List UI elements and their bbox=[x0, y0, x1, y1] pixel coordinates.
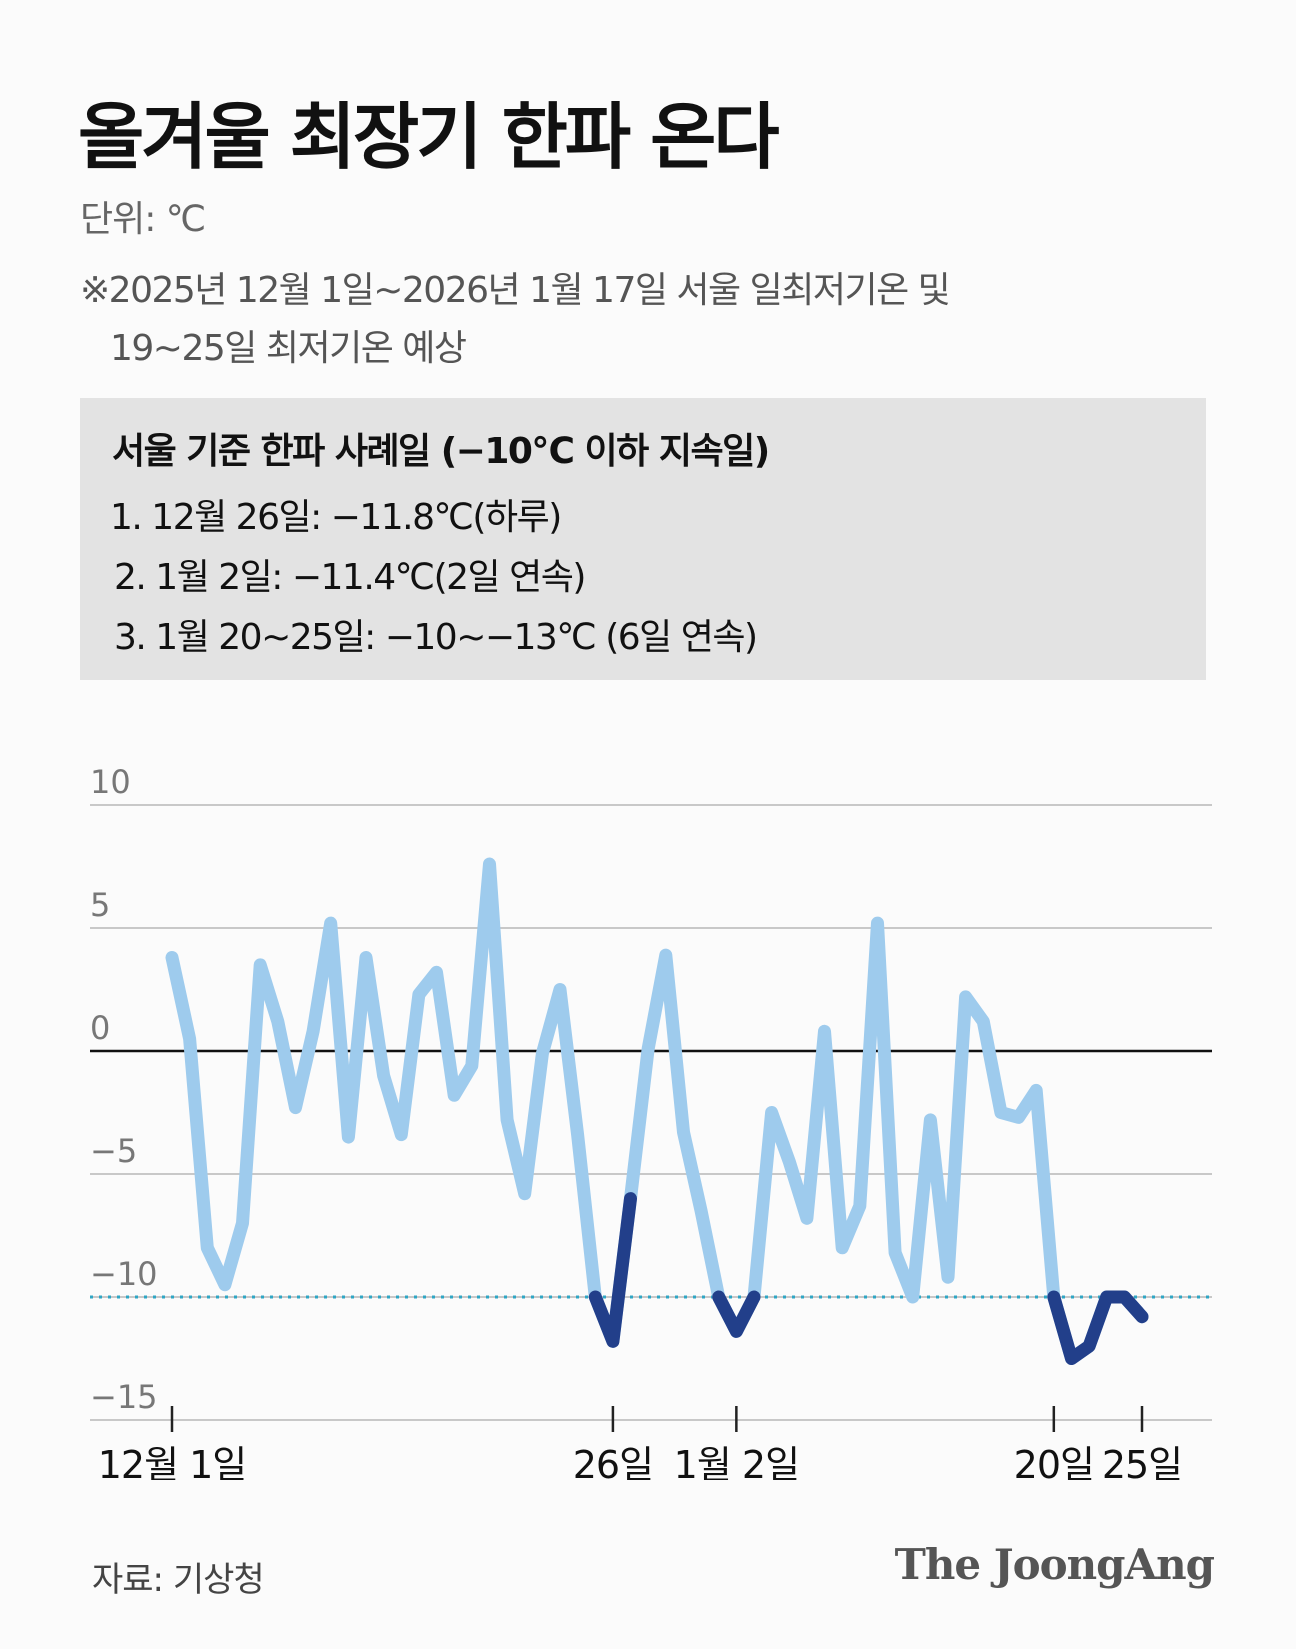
brand-logo: The JoongAng bbox=[894, 1540, 1215, 1589]
x-tick-label: 26일 bbox=[573, 1443, 653, 1480]
cold-wave-segment bbox=[1047, 1290, 1149, 1365]
cold-wave-info-box: 서울 기준 한파 사례일 (−10℃ 이하 지속일) 1. 12월 26일: −… bbox=[80, 398, 1206, 680]
y-tick-label: −5 bbox=[90, 1132, 137, 1170]
x-tick-label: 1월 2일 bbox=[674, 1443, 799, 1480]
info-box-title: 서울 기준 한파 사례일 (−10℃ 이하 지속일) bbox=[112, 431, 770, 472]
temperature-line-chart: 10 5 0 −5 −10 −15 12월 1일 26일 1월 2일 20일 25일 bbox=[90, 763, 1212, 1480]
x-tick-label: 20일 bbox=[1014, 1443, 1094, 1480]
y-tick-label: 10 bbox=[90, 763, 131, 801]
chart-note: ※2025년 12월 1일~2026년 1월 17일 서울 일최저기온 및 19… bbox=[80, 262, 951, 378]
cold-wave-segment bbox=[712, 1290, 761, 1338]
note-line-2: 19~25일 최저기온 예상 bbox=[110, 328, 467, 369]
x-tick-label: 25일 bbox=[1102, 1443, 1182, 1480]
chart-title: 올겨울 최장기 한파 온다 bbox=[78, 95, 780, 179]
temperature-series-line bbox=[165, 857, 1149, 1365]
x-tick-label: 12월 1일 bbox=[98, 1443, 247, 1480]
y-tick-label: 0 bbox=[90, 1009, 110, 1047]
y-tick-label: −10 bbox=[90, 1255, 158, 1293]
unit-label: 단위: ℃ bbox=[80, 199, 206, 240]
y-tick-label: 5 bbox=[90, 886, 110, 924]
source-label: 자료: 기상청 bbox=[92, 1560, 265, 1600]
info-item-3: 3. 1월 20~25일: −10~−13℃ (6일 연속) bbox=[114, 617, 758, 658]
info-item-1: 1. 12월 26일: −11.8℃(하루) bbox=[110, 497, 562, 538]
cold-wave-segment bbox=[588, 1192, 637, 1348]
note-line-1: ※2025년 12월 1일~2026년 1월 17일 서울 일최저기온 및 bbox=[80, 270, 951, 311]
info-item-2: 2. 1월 2일: −11.4℃(2일 연속) bbox=[114, 557, 586, 598]
y-tick-label: −15 bbox=[90, 1378, 158, 1416]
